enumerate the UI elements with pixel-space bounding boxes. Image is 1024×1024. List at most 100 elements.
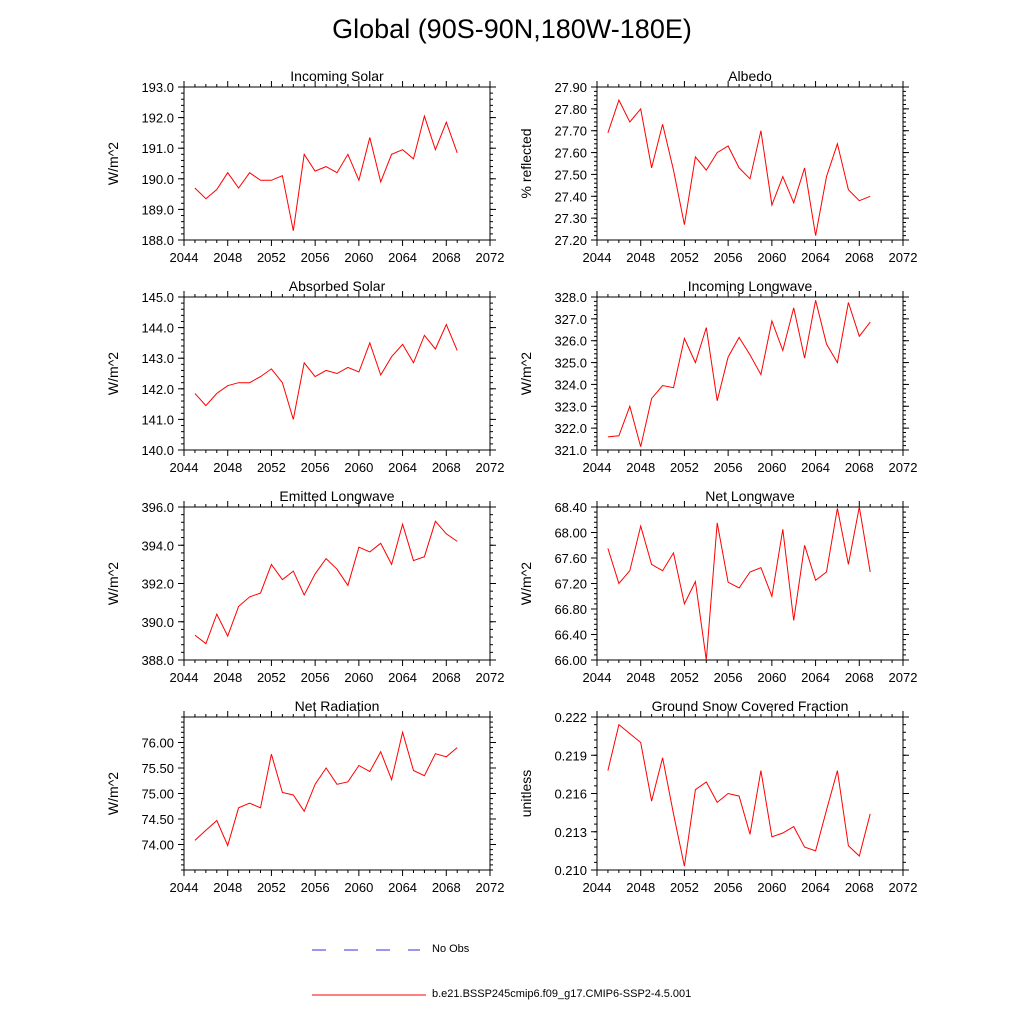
plot-frame: [596, 716, 904, 871]
x-tick-label: 2052: [670, 460, 699, 475]
panel-title: Absorbed Solar: [289, 278, 386, 294]
chart-net-longwave: Net Longwave W/m^2 2044 2048 2052 2056 2060 206…: [518, 488, 917, 685]
x-tick-label: 2052: [257, 880, 286, 895]
x-tick-label: 2044: [583, 670, 612, 685]
chart-incoming-longwave: Incoming Longwave W/m^2 2044 2048 2052 2056 20…: [518, 278, 917, 475]
x-tick-label: 2048: [213, 670, 242, 685]
series-line: [194, 730, 458, 847]
y-tick-label: 0.219: [554, 748, 587, 763]
y-axis-label: W/m^2: [518, 562, 534, 605]
chart-incoming-solar: Incoming Solar W/m^2 2044 2048 2052 2056 2060 2…: [105, 68, 504, 265]
y-axis-label: W/m^2: [105, 562, 121, 605]
y-axis-label: unitless: [518, 770, 534, 817]
x-tick-label: 2044: [583, 460, 612, 475]
x-tick-label: 2060: [757, 460, 786, 475]
panel-title: Emitted Longwave: [279, 488, 394, 504]
x-tick-label: 2052: [670, 250, 699, 265]
y-tick-label: 328.0: [554, 290, 587, 305]
y-tick-label: 27.20: [554, 233, 587, 248]
x-tick-label: 2064: [801, 460, 830, 475]
panel-title: Incoming Longwave: [688, 278, 813, 294]
x-tick-label: 2044: [583, 880, 612, 895]
x-tick-label: 2072: [476, 880, 505, 895]
x-tick-label: 2064: [801, 250, 830, 265]
plot-frame: [596, 86, 904, 241]
x-tick-label: 2068: [845, 250, 874, 265]
x-tick-label: 2044: [583, 250, 612, 265]
panel-title: Albedo: [728, 68, 772, 84]
y-tick-label: 191.0: [141, 141, 174, 156]
y-tick-label: 66.80: [554, 602, 587, 617]
plot-frame: [183, 506, 491, 661]
x-tick-label: 2064: [801, 670, 830, 685]
x-tick-label: 2060: [757, 880, 786, 895]
plot-frame: [596, 296, 904, 451]
y-tick-label: 396.0: [141, 500, 174, 515]
y-tick-label: 140.0: [141, 443, 174, 458]
x-tick-label: 2048: [626, 460, 655, 475]
x-tick-label: 2060: [344, 880, 373, 895]
x-tick-label: 2072: [889, 880, 918, 895]
x-tick-label: 2060: [757, 250, 786, 265]
series-line: [607, 98, 871, 236]
x-tick-label: 2052: [257, 670, 286, 685]
x-tick-label: 2060: [757, 670, 786, 685]
y-axis-label: W/m^2: [105, 352, 121, 395]
x-tick-label: 2068: [845, 670, 874, 685]
x-tick-label: 2044: [170, 460, 199, 475]
y-tick-label: 66.00: [554, 653, 587, 668]
y-tick-label: 193.0: [141, 80, 174, 95]
y-tick-label: 74.00: [141, 838, 174, 853]
x-tick-label: 2044: [170, 880, 199, 895]
x-tick-label: 2072: [889, 460, 918, 475]
panel-title: Ground Snow Covered Fraction: [652, 698, 849, 714]
y-axis-label: % reflected: [518, 128, 534, 198]
x-tick-label: 2044: [170, 250, 199, 265]
chart-ground-snow-covered-fraction: Ground Snow Covered Fraction unitless 2044…: [518, 698, 917, 895]
x-tick-label: 2060: [344, 250, 373, 265]
y-tick-label: 143.0: [141, 351, 174, 366]
x-tick-label: 2056: [714, 670, 743, 685]
y-tick-label: 67.20: [554, 577, 587, 592]
y-tick-label: 66.40: [554, 628, 587, 643]
y-tick-label: 188.0: [141, 233, 174, 248]
x-tick-label: 2072: [889, 670, 918, 685]
x-tick-label: 2048: [213, 250, 242, 265]
x-tick-label: 2068: [432, 250, 461, 265]
y-tick-label: 322.0: [554, 421, 587, 436]
panel-title: Incoming Solar: [290, 68, 384, 84]
chart-albedo: Albedo % reflected 2044 2048 2052 2056 2060 206…: [518, 68, 917, 265]
x-tick-label: 2052: [670, 880, 699, 895]
x-tick-label: 2052: [257, 460, 286, 475]
y-tick-label: 75.50: [141, 761, 174, 776]
y-tick-label: 68.40: [554, 500, 587, 515]
x-tick-label: 2056: [301, 250, 330, 265]
y-tick-label: 325.0: [554, 356, 587, 371]
y-tick-label: 0.213: [554, 825, 587, 840]
x-tick-label: 2068: [432, 880, 461, 895]
y-tick-label: 326.0: [554, 334, 587, 349]
panel-title: Net Radiation: [295, 698, 380, 714]
y-tick-label: 27.70: [554, 124, 587, 139]
y-tick-label: 323.0: [554, 399, 587, 414]
x-tick-label: 2056: [301, 670, 330, 685]
series-line: [607, 300, 871, 447]
plot-frame: [596, 506, 904, 661]
chart-emitted-longwave: Emitted Longwave W/m^2 2044 2048 2052 2056 206…: [105, 488, 504, 685]
figure-title: Global (90S-90N,180W-180E): [332, 14, 692, 44]
series-line: [194, 114, 458, 231]
legend-model-line: [312, 994, 426, 996]
y-tick-label: 394.0: [141, 538, 174, 553]
legend-model-label: b.e21.BSSP245cmip6.f09_g17.CMIP6-SSP2-4.…: [432, 988, 692, 1000]
y-tick-label: 327.0: [554, 312, 587, 327]
x-tick-label: 2068: [845, 880, 874, 895]
y-tick-label: 0.222: [554, 710, 587, 725]
y-axis-label: W/m^2: [105, 142, 121, 185]
chart-absorbed-solar: Absorbed Solar W/m^2 2044 2048 2052 2056 2060 2…: [105, 278, 504, 475]
x-tick-label: 2048: [626, 880, 655, 895]
x-tick-label: 2068: [845, 460, 874, 475]
y-tick-label: 388.0: [141, 653, 174, 668]
x-tick-label: 2048: [213, 880, 242, 895]
y-tick-label: 145.0: [141, 290, 174, 305]
x-tick-label: 2056: [714, 250, 743, 265]
